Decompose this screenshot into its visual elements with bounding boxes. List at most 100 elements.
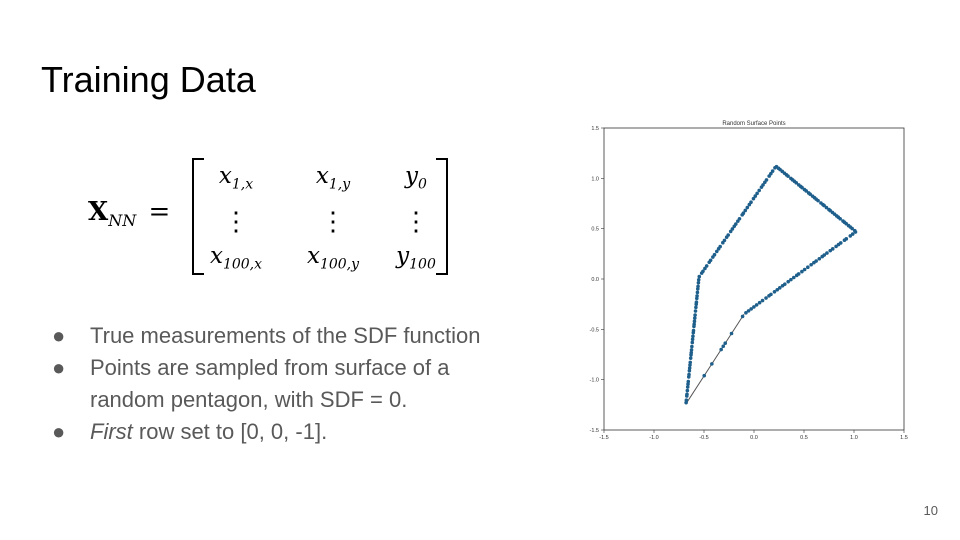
data-point (757, 188, 761, 193)
data-point (697, 274, 702, 279)
data-point (708, 258, 713, 263)
data-point (767, 293, 771, 298)
left-bracket (192, 158, 204, 275)
data-point (806, 265, 810, 269)
data-point (830, 247, 835, 251)
x-tick-label: 1.5 (900, 435, 908, 441)
data-point (729, 331, 734, 336)
y-tick-label: 1.0 (591, 176, 599, 182)
matrix-cell: y100 (396, 243, 436, 273)
data-point (688, 356, 693, 360)
data-point (714, 249, 719, 254)
data-point (745, 205, 750, 210)
chart-title: Random Surface Points (722, 121, 785, 127)
data-point (718, 244, 722, 249)
data-point (800, 185, 804, 190)
data-point (746, 309, 751, 313)
matrix-cell: x1,y (315, 163, 351, 193)
data-point (685, 388, 690, 393)
data-point (712, 252, 717, 257)
bullet-list: ● True measurements of the SDF function ●… (52, 320, 532, 448)
bullet-dot-icon: ● (52, 323, 66, 348)
y-tick-label: 0.5 (591, 227, 599, 233)
data-point (824, 205, 829, 210)
data-point (704, 264, 709, 268)
data-point (760, 298, 765, 303)
data-point (836, 242, 841, 247)
bullet-item: ● True measurements of the SDF function (52, 320, 532, 352)
data-point (710, 362, 714, 366)
x-tick-label: 0.0 (750, 435, 758, 441)
data-point (764, 178, 769, 182)
data-point (701, 269, 705, 274)
data-point (853, 230, 858, 234)
data-point (802, 267, 807, 272)
data-point (687, 372, 691, 377)
data-point (749, 200, 753, 205)
data-point (686, 379, 691, 384)
data-point (850, 226, 854, 231)
data-point (696, 277, 701, 282)
data-point (786, 174, 790, 178)
matrix-vdots: ⋮ (223, 207, 249, 237)
data-point (696, 280, 701, 285)
matrix-cell: x100,x (209, 243, 263, 273)
data-point (693, 309, 698, 313)
data-point (694, 300, 699, 304)
data-point (777, 286, 782, 290)
data-point (689, 348, 694, 352)
y-tick-label: -0.5 (590, 327, 599, 333)
data-point (838, 216, 842, 221)
bullet-item-continuation: random pentagon, with SDF = 0. (90, 387, 408, 412)
data-point (723, 341, 728, 346)
data-point (761, 183, 765, 187)
data-point (726, 233, 731, 237)
data-point (694, 305, 698, 310)
data-point (690, 340, 695, 345)
data-point (828, 248, 833, 253)
bullet-item: ● First row set to [0, 0, -1]. (52, 416, 532, 448)
data-point (703, 266, 707, 271)
data-point (685, 392, 689, 397)
data-point (834, 244, 838, 249)
data-point (693, 313, 697, 317)
data-point (740, 314, 745, 319)
data-point (764, 296, 768, 300)
data-point (842, 238, 847, 242)
edge-line (685, 313, 745, 405)
x-tick-label: -0.5 (699, 435, 708, 441)
data-point (692, 322, 696, 327)
data-point (687, 366, 692, 370)
data-point (744, 311, 748, 315)
data-point (791, 275, 796, 280)
data-point (688, 360, 693, 365)
data-point (755, 191, 759, 196)
data-point (780, 284, 785, 288)
matrix-symbol: X (88, 197, 109, 227)
y-tick-label: 1.5 (591, 126, 599, 132)
y-tick-label: -1.5 (590, 428, 599, 434)
page-number: 10 (923, 503, 938, 518)
surface-points-chart: Random Surface Points -1.5 -1.0 -0.5 0.0 0.5 1… (590, 121, 908, 441)
bullet-item: ● Points are sampled from surface of a (52, 352, 532, 384)
matrix-equation: XNN = x1,x x1,y y0 ⋮ ⋮ ⋮ x100,x x100,y y… (88, 155, 458, 275)
data-point (786, 279, 790, 284)
data-point (684, 398, 689, 403)
data-point (734, 222, 738, 226)
data-point (752, 305, 756, 309)
data-point (691, 328, 696, 333)
data-point (789, 277, 793, 282)
y-tick-label: -1.0 (590, 378, 599, 384)
data-point (692, 316, 697, 320)
data-point (719, 347, 723, 352)
data-point (730, 227, 735, 231)
data-point (690, 337, 695, 342)
data-point (685, 385, 690, 389)
x-tick-label: -1.5 (599, 435, 608, 441)
data-point (817, 256, 822, 261)
y-tick-label: 0.0 (591, 277, 599, 283)
data-point (686, 382, 690, 386)
matrix-vdots: ⋮ (320, 207, 346, 237)
data-point (820, 254, 825, 259)
matrix-lhs: XNN = (88, 197, 170, 230)
